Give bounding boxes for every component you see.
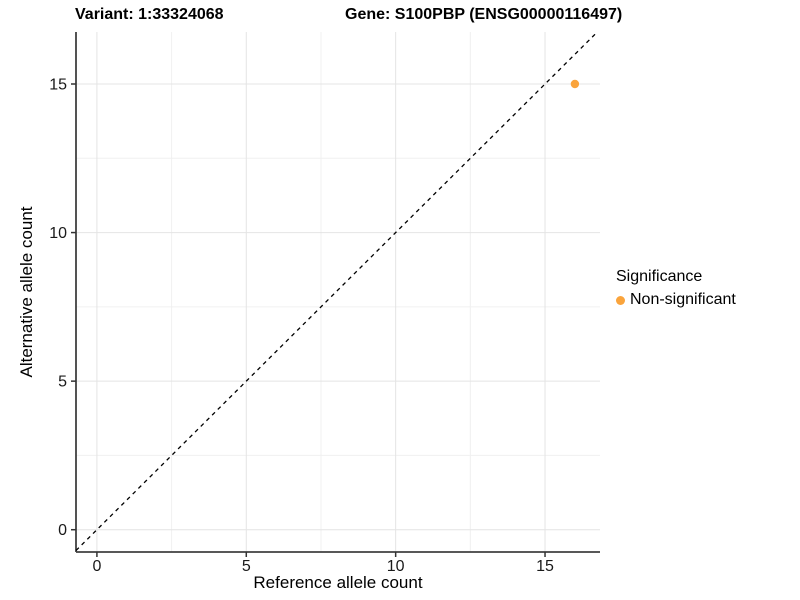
legend-title: Significance bbox=[616, 268, 703, 285]
legend: Significance Non-significant bbox=[616, 268, 736, 309]
x-axis-title: Reference allele count bbox=[253, 573, 423, 592]
x-tick-label: 5 bbox=[242, 558, 251, 575]
identity-line bbox=[75, 31, 598, 551]
y-tick-label: 5 bbox=[58, 374, 67, 391]
x-tick-label: 10 bbox=[387, 558, 405, 575]
y-tick-label: 10 bbox=[49, 225, 67, 242]
data-point bbox=[570, 79, 580, 89]
x-tick-label: 15 bbox=[536, 558, 554, 575]
legend-point-icon bbox=[616, 295, 625, 305]
y-tick-label: 15 bbox=[49, 77, 67, 94]
y-tick-label: 0 bbox=[58, 522, 67, 539]
x-tick-label: 0 bbox=[92, 558, 101, 575]
legend-entry-label: Non-significant bbox=[630, 291, 736, 308]
plot-title-variant: Variant: 1:33324068 bbox=[75, 6, 224, 23]
plot-title-gene: Gene: S100PBP (ENSG00000116497) bbox=[345, 6, 623, 23]
legend-entry: Non-significant bbox=[616, 291, 736, 309]
y-axis-title: Alternative allele count bbox=[17, 206, 36, 378]
